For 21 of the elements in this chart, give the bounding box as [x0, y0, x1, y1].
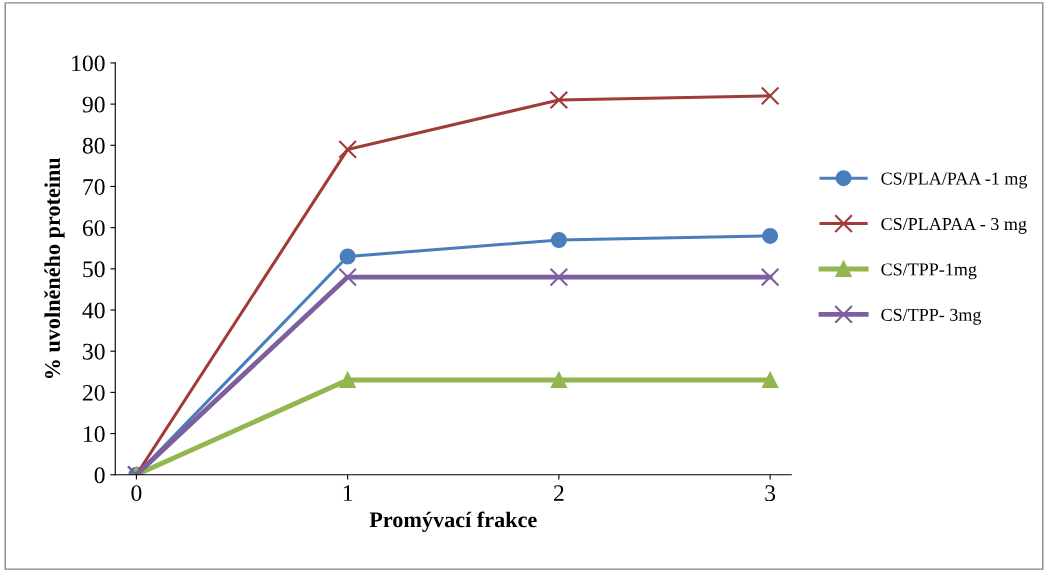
x-axis-title: Promývací frakce	[369, 511, 537, 532]
legend-label: CS/PLA/PAA -1 mg	[881, 172, 1028, 189]
y-tick-label: 60	[82, 220, 105, 237]
y-axis-title: % uvolněného proteinu	[44, 157, 65, 379]
legend-label: CS/PLAPAA - 3 mg	[881, 217, 1027, 234]
x-tick-label: 3	[765, 485, 776, 502]
y-tick-label: 10	[84, 426, 105, 442]
y-tick-label: 50	[83, 261, 105, 278]
y-tick-label: 20	[82, 384, 105, 401]
x-tick-label: 0	[131, 485, 142, 502]
legend-label: CS/TPP-1mg	[881, 263, 977, 280]
y-tick-label: 30	[83, 343, 105, 360]
x-tick-label: 2	[554, 485, 564, 501]
y-tick-label: 0	[94, 467, 105, 484]
y-tick-label: 100	[72, 55, 105, 72]
legend-label: CS/TPP- 3mg	[881, 308, 982, 325]
y-tick-label: 40	[82, 302, 105, 319]
x-tick-label: 1	[343, 485, 353, 501]
y-tick-label: 90	[82, 96, 105, 113]
y-tick-label: 70	[83, 178, 105, 195]
y-tick-label: 80	[82, 137, 105, 154]
